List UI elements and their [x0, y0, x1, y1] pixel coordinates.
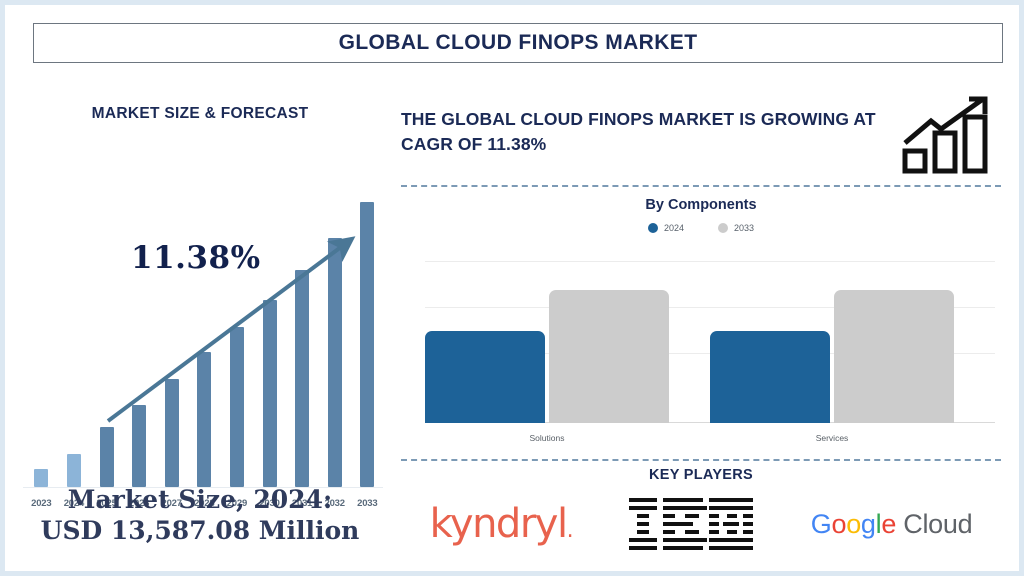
google-cloud-logo-cloud: Cloud: [896, 508, 973, 539]
chart-baseline: [23, 487, 383, 488]
kyndryl-logo: kyndryl.: [429, 501, 574, 547]
key-players-logos: kyndryl.: [401, 489, 1001, 559]
category-label: Services: [815, 433, 849, 443]
year-tick-label: 2025: [96, 498, 117, 509]
chart-legend: 2024 2033: [401, 223, 1001, 233]
kyndryl-logo-text: kyndryl: [429, 501, 568, 547]
forecast-bar: [164, 379, 179, 487]
year-tick-label: 2033: [357, 498, 378, 509]
right-panel: THE GLOBAL CLOUD FINOPS MARKET IS GROWIN…: [397, 85, 1011, 571]
google-logo-g: G: [810, 508, 832, 539]
forecast-bar: [132, 404, 147, 487]
component-bar: [549, 289, 669, 423]
forecast-bar: [229, 326, 244, 487]
market-size-forecast-chart: 2023 2024 2025 2026 2027 2028 2029 2030 2031 2032…: [11, 125, 389, 515]
hero-statement: THE GLOBAL CLOUD FINOPS MARKET IS GROWIN…: [401, 109, 876, 154]
page-title: GLOBAL CLOUD FINOPS MARKET: [338, 31, 698, 54]
forecast-bar: [66, 454, 81, 487]
legend-label-2024: 2024: [663, 223, 684, 233]
market-size-line2: USD 13,587.08 Million: [40, 515, 360, 545]
google-logo-o1: o: [831, 508, 847, 539]
forecast-bar: [327, 238, 342, 487]
legend-label-2033: 2033: [734, 223, 755, 233]
year-tick-label: 2029: [226, 498, 248, 509]
market-size-line1: Market Size, 2024:: [67, 485, 333, 514]
year-tick-label: 2027: [161, 498, 183, 509]
google-logo-e: e: [881, 508, 897, 539]
year-tick-label: 2026: [128, 498, 150, 509]
gridline: [425, 307, 995, 308]
forecast-bar: [34, 469, 49, 487]
forecast-bar: [360, 202, 375, 487]
year-tick-label: 2023: [31, 498, 52, 509]
forecast-bar: [262, 299, 277, 487]
year-tick-label: 2032: [324, 498, 346, 509]
growth-bar-chart-icon: [897, 95, 1003, 175]
market-size-panel: MARKET SIZE & FORECAST 2023 2024 2025 2026 2…: [11, 85, 389, 565]
legend-swatch-2033: [718, 223, 728, 233]
component-bar: [425, 331, 545, 423]
forecast-bar: [295, 269, 310, 487]
year-tick-label: 2028: [194, 498, 215, 509]
legend-swatch-2024: [647, 223, 658, 233]
year-tick-label: 2024: [63, 498, 85, 509]
ibm-logo: [629, 498, 754, 550]
key-players-title: KEY PLAYERS: [648, 467, 754, 483]
google-cloud-logo: Google Cloud: [811, 509, 973, 540]
page-title-box: GLOBAL CLOUD FINOPS MARKET: [33, 23, 1003, 63]
google-logo-o2: o: [846, 508, 861, 539]
by-components-title: By Components: [645, 197, 757, 213]
component-bar: [834, 289, 954, 423]
divider-top: [401, 185, 1001, 187]
google-logo-g2: g: [860, 508, 876, 539]
legend-item-2024: 2024: [647, 223, 684, 233]
market-size-heading: MARKET SIZE & FORECAST: [91, 105, 309, 122]
year-tick-label: 2030: [259, 498, 280, 509]
by-components-chart: Solutions Services: [407, 245, 1001, 445]
growth-arrow-icon: [106, 236, 356, 423]
gridline: [425, 261, 995, 262]
forecast-bar: [197, 352, 212, 487]
divider-bottom: [401, 459, 1001, 461]
kyndryl-logo-dot: .: [566, 518, 574, 543]
cagr-annotation: 11.38%: [131, 240, 261, 276]
legend-item-2033: 2033: [718, 223, 754, 233]
forecast-bar: [99, 427, 114, 487]
bar-group: 2023 2024 2025 2026 2027 2028 2029 2030 2031 2032…: [11, 125, 389, 515]
year-tick-label: 2031: [291, 498, 313, 509]
category-label: Solutions: [529, 433, 565, 443]
component-bar: [710, 331, 830, 423]
google-logo-l: l: [875, 508, 882, 539]
market-size-value: Market Size, 2024: USD 13,587.08 Million: [11, 485, 389, 546]
